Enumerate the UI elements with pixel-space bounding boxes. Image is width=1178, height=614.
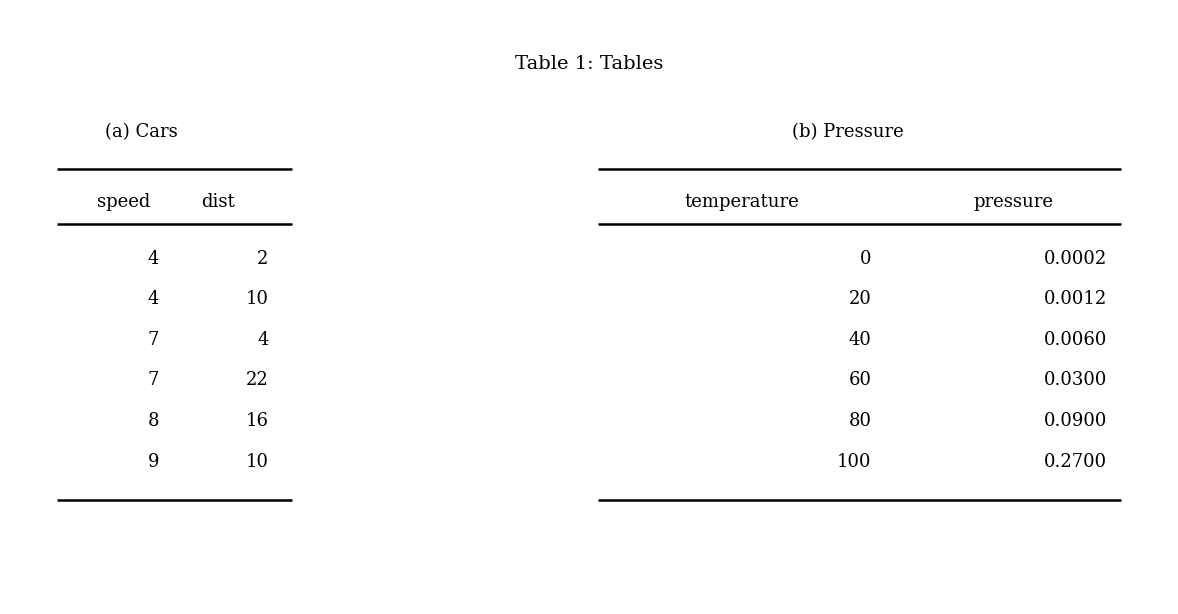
Text: 0.0300: 0.0300 [1044,371,1107,389]
Text: 7: 7 [147,371,159,389]
Text: 0.0060: 0.0060 [1044,331,1107,349]
Text: 40: 40 [849,331,872,349]
Text: 20: 20 [849,290,872,308]
Text: 7: 7 [147,331,159,349]
Text: 4: 4 [147,290,159,308]
Text: 0: 0 [860,250,872,268]
Text: 10: 10 [245,290,269,308]
Text: 10: 10 [245,453,269,470]
Text: 2: 2 [257,250,269,268]
Text: 4: 4 [257,331,269,349]
Text: 16: 16 [245,412,269,430]
Text: 0.0012: 0.0012 [1044,290,1107,308]
Text: 22: 22 [246,371,269,389]
Text: 100: 100 [838,453,872,470]
Text: 9: 9 [147,453,159,470]
Text: 60: 60 [848,371,872,389]
Text: (b) Pressure: (b) Pressure [793,123,904,141]
Text: 0.2700: 0.2700 [1044,453,1107,470]
Text: 0.0900: 0.0900 [1044,412,1107,430]
Text: temperature: temperature [684,193,800,211]
Text: dist: dist [201,193,234,211]
Text: 4: 4 [147,250,159,268]
Text: 8: 8 [147,412,159,430]
Text: 80: 80 [848,412,872,430]
Text: (a) Cars: (a) Cars [105,123,178,141]
Text: speed: speed [97,193,151,211]
Text: Table 1: Tables: Table 1: Tables [515,55,663,73]
Text: 0.0002: 0.0002 [1044,250,1107,268]
Text: pressure: pressure [973,193,1053,211]
